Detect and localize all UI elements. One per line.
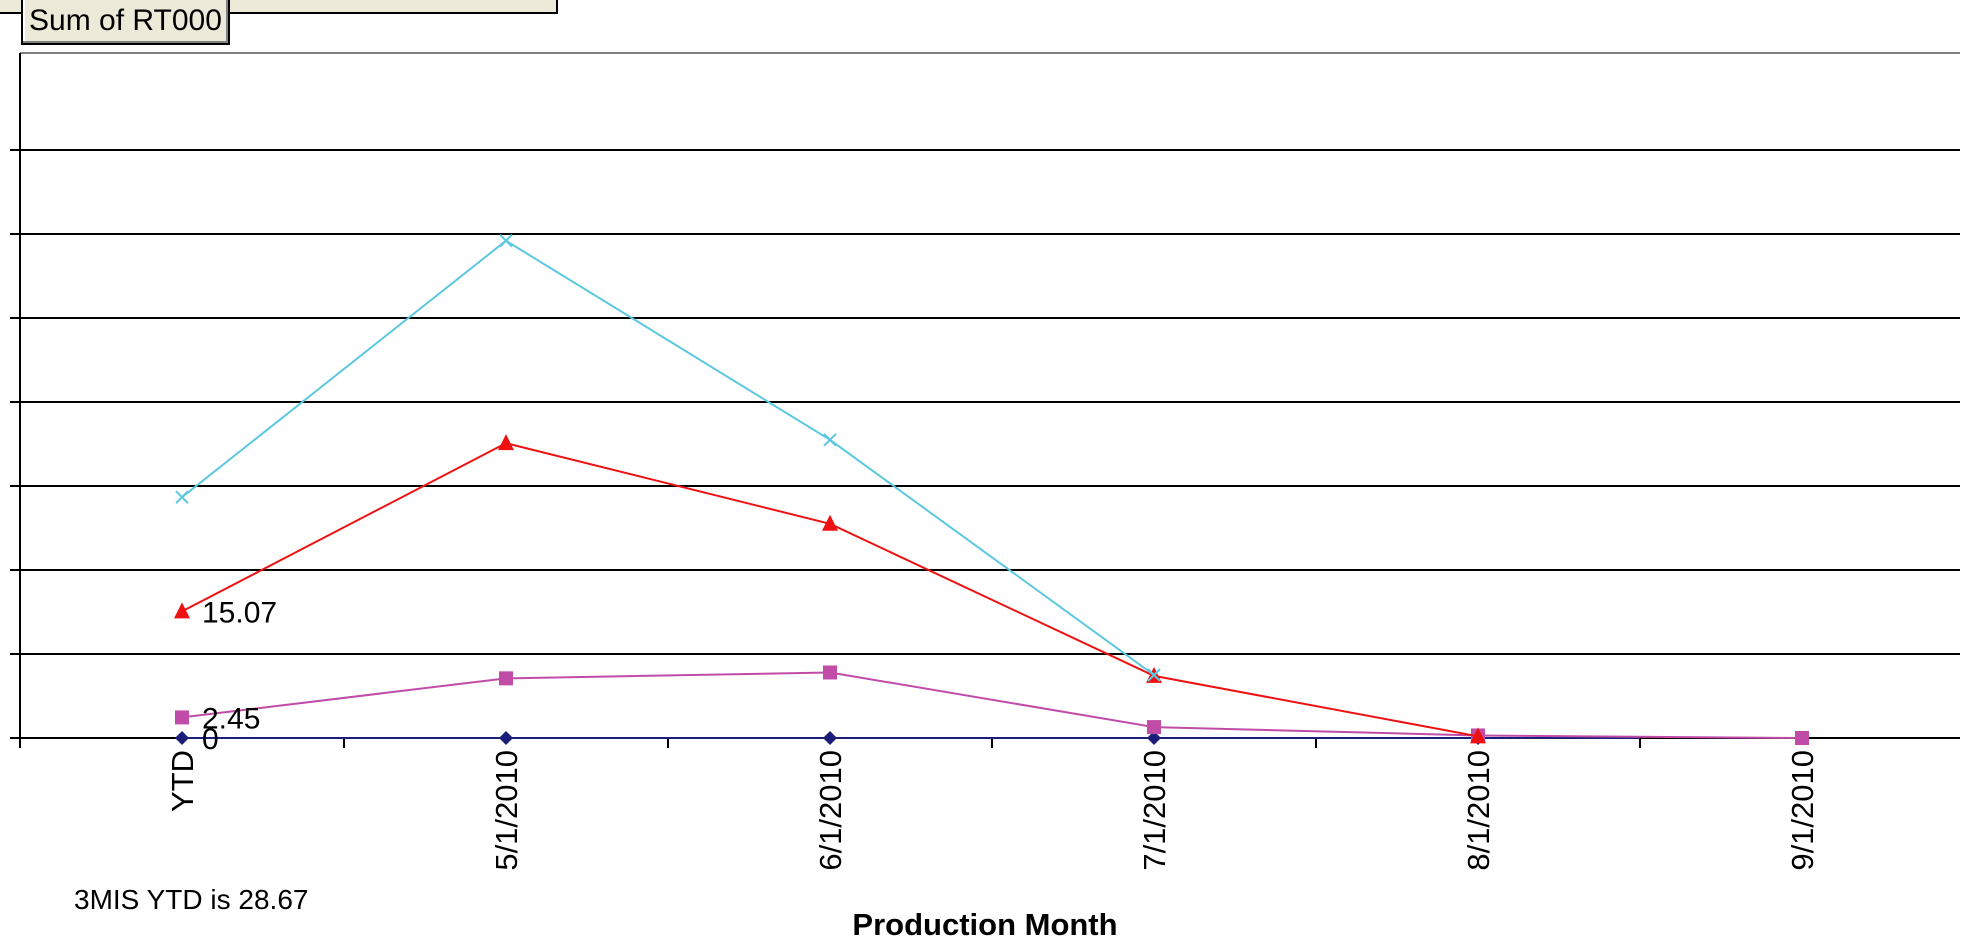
category-tick-label: 9/1/2010	[1785, 750, 1820, 871]
series-2-segment	[181, 442, 507, 613]
series-lines	[174, 234, 1809, 745]
series-2-point	[1470, 727, 1486, 744]
category-tick-label: 8/1/2010	[1461, 750, 1496, 871]
series-0-point	[499, 731, 513, 745]
series-1-point	[1795, 731, 1809, 745]
series-1-segment	[1477, 734, 1803, 739]
category-tick-label: 7/1/2010	[1137, 750, 1172, 871]
series-2-point	[822, 514, 838, 531]
series-0-point	[823, 731, 837, 745]
series-0-point	[175, 731, 189, 745]
series-3-point	[175, 490, 189, 504]
series-2-point	[498, 434, 514, 451]
series-2-segment	[1153, 674, 1479, 738]
series-3-segment	[829, 438, 1155, 676]
series-1-segment	[829, 671, 1155, 729]
series-0-point	[1147, 731, 1161, 745]
marker-stroke	[823, 433, 837, 447]
series-2-segment	[829, 522, 1155, 677]
data-label: 2.45	[202, 702, 260, 735]
x-axis-title: Production Month	[852, 907, 1117, 938]
series-1-point	[1147, 720, 1161, 735]
series-2-segment	[505, 442, 831, 525]
gridlines	[20, 149, 1960, 655]
data-labels: 02.45 15.07	[202, 596, 277, 756]
series-1-point	[499, 671, 513, 686]
series-1-segment	[1153, 726, 1479, 737]
series-1-segment	[181, 677, 507, 719]
pivot-data-field-button[interactable]: Sum of RT000	[21, 0, 230, 45]
marker-stroke	[499, 234, 513, 248]
series-1-point	[175, 710, 189, 725]
series-3-point	[823, 433, 837, 447]
series-3-point	[1147, 668, 1161, 682]
marker-stroke	[175, 490, 189, 504]
series-1-point	[823, 665, 837, 680]
category-tick-label: 6/1/2010	[813, 750, 848, 871]
data-label: 15.07	[202, 596, 277, 629]
marker-stroke	[1147, 668, 1161, 682]
category-tick-label: YTD	[165, 750, 200, 812]
series-1-segment	[505, 671, 831, 680]
series-3-segment	[181, 239, 507, 498]
series-3-segment	[505, 239, 831, 441]
series-3-point	[499, 234, 513, 248]
series-2-point	[174, 602, 190, 619]
data-label: 0	[202, 723, 219, 756]
category-tick-labels: YTD 5/1/2010 6/1/2010 7/1/2010 8/1/2010 9/1/2…	[165, 750, 1820, 871]
category-tick-label: 5/1/2010	[489, 750, 524, 871]
ytd-note: 3MIS YTD is 28.67	[74, 884, 309, 915]
